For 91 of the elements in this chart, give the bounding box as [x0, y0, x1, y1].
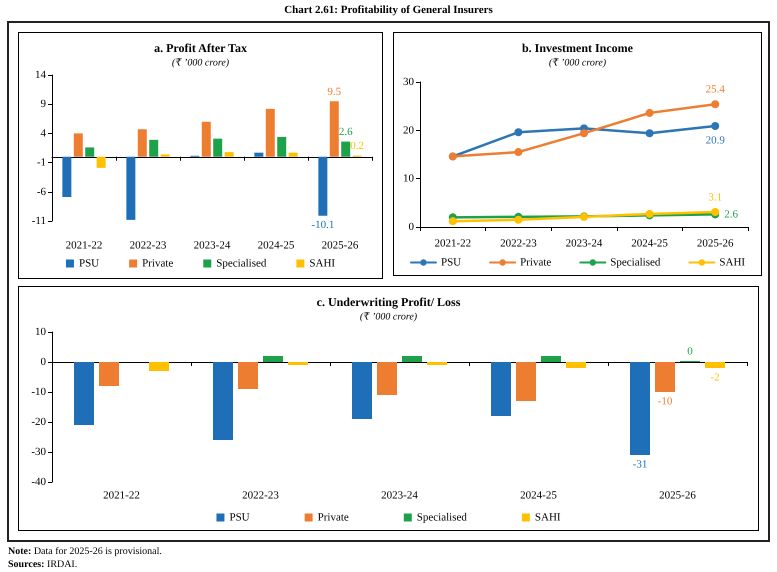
x-tick-label: 2022-23 — [242, 490, 280, 502]
y-tick-label: 14 — [35, 69, 46, 81]
x-tick-label: 2022-23 — [130, 240, 167, 252]
data-label: 2.6 — [338, 126, 354, 138]
point — [711, 100, 720, 108]
point — [514, 128, 522, 136]
data-label: -10.1 — [311, 219, 334, 232]
data-label: 3.1 — [708, 192, 722, 204]
x-tick-label: 2025-26 — [696, 238, 734, 250]
bar — [266, 108, 275, 157]
x-tick-label: 2024-25 — [258, 240, 295, 252]
bar — [213, 138, 222, 157]
legend-label: SAHI — [309, 258, 336, 270]
bar — [224, 152, 234, 157]
y-tick-label: -1 — [36, 156, 46, 169]
legend-label: SAHI — [534, 512, 561, 524]
bar — [96, 156, 106, 168]
bar — [126, 156, 136, 220]
legend-label: SAHI — [719, 256, 746, 268]
y-tick-label: 10 — [35, 326, 46, 338]
y-tick-label: 0 — [40, 356, 46, 368]
point — [580, 129, 588, 138]
bar — [202, 122, 211, 157]
legend-label: Private — [318, 512, 349, 524]
source-note: Sources: IRDAI. — [8, 558, 78, 571]
chart-title: b. Investment Income — [522, 41, 634, 55]
y-tick-label: -30 — [31, 446, 46, 458]
bar — [138, 129, 147, 157]
chart-title: c. Underwriting Profit/ Loss — [316, 295, 461, 309]
legend-label: Specialised — [216, 258, 267, 270]
x-tick-label: 2021-22 — [103, 490, 140, 502]
data-label: 25.4 — [706, 84, 726, 96]
point — [646, 129, 654, 138]
data-label: 0 — [687, 346, 694, 358]
x-tick-label: 2024-25 — [520, 490, 558, 502]
y-tick-label: 4 — [40, 127, 46, 140]
x-tick-label: 2021-22 — [434, 238, 472, 250]
data-label: 9.5 — [327, 86, 342, 98]
bar — [277, 136, 286, 157]
y-tick-label: 0 — [408, 221, 414, 233]
legend-label: PSU — [229, 512, 250, 524]
legend-label: Specialised — [416, 512, 468, 524]
chart-title: a. Profit After Tax — [154, 41, 247, 55]
x-tick-label: 2025-26 — [659, 490, 696, 502]
point — [711, 122, 720, 130]
data-label: 2.6 — [724, 208, 738, 220]
y-tick-label: -6 — [36, 186, 46, 198]
x-tick-label: 2023-24 — [566, 238, 603, 250]
x-tick-label: 2023-24 — [381, 490, 418, 502]
bar — [341, 142, 350, 157]
bar — [330, 101, 339, 157]
bar — [74, 133, 83, 157]
point — [514, 148, 522, 156]
bar — [318, 156, 328, 216]
y-tick-label: 30 — [403, 76, 414, 88]
text: Chart 2.61: Profitability of General Insurers — [283, 3, 494, 17]
y-tick-label: 10 — [403, 172, 414, 185]
data-label: -31 — [632, 458, 648, 470]
point — [514, 216, 522, 224]
legend-label: PSU — [440, 256, 462, 268]
data-label: 0.2 — [350, 140, 364, 152]
y-tick-label: -10 — [31, 386, 46, 398]
x-tick-label: 2023-24 — [194, 240, 231, 252]
y-tick-label: -11 — [32, 215, 46, 227]
bar — [149, 140, 158, 157]
chart-subtitle: (₹ ’000 crore) — [360, 312, 418, 322]
chart-subtitle: (₹ ’000 crore) — [172, 58, 230, 68]
bar — [254, 152, 264, 157]
legend-label: PSU — [78, 258, 100, 270]
chart-subtitle: (₹ ’000 crore) — [548, 58, 607, 68]
data-label: 20.9 — [706, 134, 726, 146]
bar — [288, 152, 298, 157]
legend-label: Private — [142, 258, 174, 270]
text: Note: Data for 2025-26 is provisional. — [8, 545, 163, 558]
point — [448, 217, 457, 226]
legend-label: Private — [520, 256, 552, 268]
data-label: -10 — [658, 396, 673, 408]
y-tick-label: -20 — [31, 416, 46, 428]
legend-label: Specialised — [610, 256, 661, 268]
data-label: -2 — [710, 372, 720, 384]
y-tick-label: -40 — [31, 476, 46, 488]
point — [646, 108, 654, 117]
x-tick-label: 2022-23 — [500, 238, 538, 250]
y-tick-label: 9 — [40, 98, 46, 110]
bar — [160, 154, 170, 157]
x-tick-label: 2024-25 — [631, 238, 668, 250]
x-tick-label: 2025-26 — [322, 240, 359, 252]
bar — [62, 156, 72, 198]
y-tick-label: 20 — [403, 124, 414, 136]
bar — [85, 147, 94, 157]
x-tick-label: 2021-22 — [66, 240, 102, 252]
